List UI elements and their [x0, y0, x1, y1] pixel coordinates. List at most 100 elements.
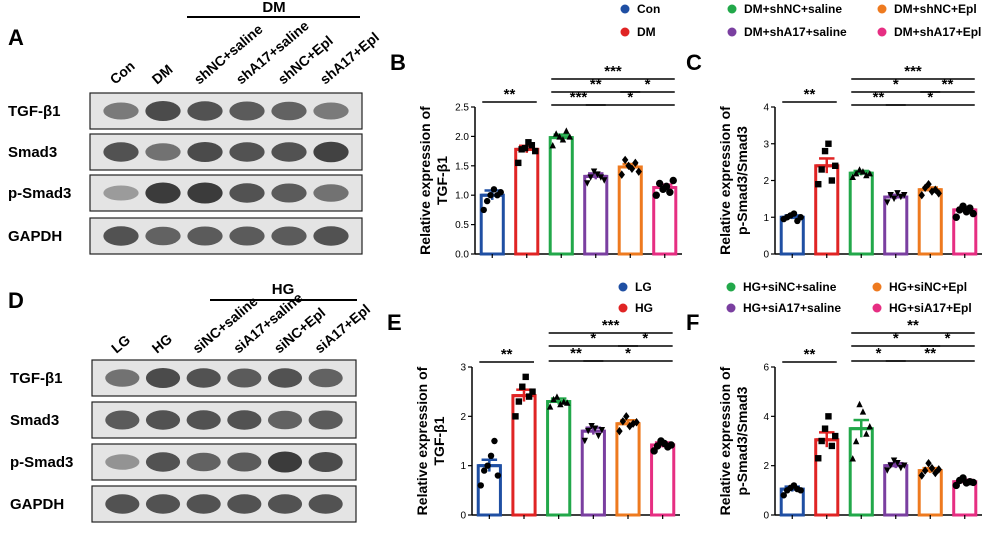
data-point	[825, 140, 832, 147]
blot-band	[186, 494, 221, 514]
data-point	[928, 463, 936, 473]
significance-label: **	[942, 76, 954, 93]
data-point	[601, 177, 608, 184]
blot-band	[267, 494, 303, 514]
data-point	[621, 155, 629, 165]
lane-label: shA17+saline	[233, 17, 312, 87]
data-point	[901, 462, 908, 469]
data-point	[481, 467, 488, 474]
blot-band	[271, 101, 307, 121]
data-point	[859, 168, 867, 175]
significance-label: ***	[570, 89, 588, 106]
bar	[883, 464, 909, 517]
data-point	[628, 164, 636, 173]
data-point	[491, 437, 498, 445]
bar	[883, 195, 909, 256]
significance-label: *	[642, 330, 648, 347]
significance-label: *	[625, 345, 631, 362]
data-point	[635, 167, 642, 176]
blot-band	[308, 494, 343, 514]
significance-label: **	[804, 346, 816, 363]
data-point	[887, 462, 894, 469]
y-tick-label: 0	[460, 511, 466, 522]
data-point	[597, 174, 605, 181]
data-point	[969, 209, 977, 218]
panel-c-chart: C Relative expression of p-Smad3/Smad3 0 1 2 3…	[686, 50, 982, 261]
data-point	[619, 417, 627, 426]
panel-a-row-labels: TGF-β1 Smad3 p-Smad3 GAPDH	[8, 103, 71, 245]
blot-band	[227, 368, 262, 388]
blot-band	[313, 226, 349, 246]
significance-label: **	[804, 86, 816, 103]
blot-band	[105, 454, 140, 470]
data-point	[557, 400, 564, 408]
blot-band	[145, 143, 181, 161]
y-axis-label: Relative expression of	[717, 106, 733, 255]
data-point	[552, 130, 560, 137]
data-point	[884, 199, 891, 206]
data-point	[780, 492, 787, 499]
legend-marker	[620, 4, 630, 14]
blot-band	[103, 142, 139, 162]
data-point	[618, 170, 625, 179]
data-point	[935, 465, 942, 474]
data-point	[815, 455, 822, 462]
bar	[580, 429, 606, 517]
panel-d-western-blot: D HG LG HG siNC+salinesiA17+salinesiNC+Epl…	[8, 281, 373, 523]
data-point	[849, 173, 856, 181]
legend-entry: DM+shNC+saline	[744, 2, 842, 16]
panel-d-row-labels: TGF-β1 Smad3 p-Smad3 GAPDH	[10, 370, 73, 513]
y-axis-label: Relative expression of	[717, 366, 733, 515]
y-tick-label: 3	[763, 139, 769, 150]
blot-band	[313, 141, 349, 163]
data-point	[525, 393, 533, 400]
blot-band	[186, 368, 221, 388]
significance-label: *	[893, 330, 899, 347]
y-tick-label: 1.5	[455, 161, 469, 172]
significance-label: **	[873, 89, 885, 106]
data-point	[529, 388, 536, 395]
data-point	[863, 430, 870, 437]
data-point	[519, 383, 526, 390]
data-point	[655, 179, 664, 188]
data-point	[549, 142, 556, 149]
data-point	[890, 457, 898, 464]
lane-label: HG	[149, 330, 175, 356]
data-point	[518, 146, 525, 153]
data-point	[595, 432, 602, 440]
blot-band	[308, 410, 343, 430]
data-point	[666, 188, 674, 196]
blot-band	[229, 142, 265, 162]
data-point	[652, 191, 660, 199]
blot-band	[187, 101, 223, 121]
panel-d-group-label: HG	[272, 281, 295, 298]
data-point	[918, 191, 925, 200]
data-point	[863, 171, 870, 179]
data-point	[828, 177, 836, 184]
legend-entry: HG	[635, 301, 653, 315]
significance-label: *	[590, 330, 596, 347]
bar	[479, 193, 505, 256]
significance-label: ***	[904, 63, 922, 80]
data-point	[522, 373, 529, 381]
data-point	[921, 466, 929, 475]
y-tick-label: 4	[763, 103, 769, 114]
data-point	[925, 459, 932, 468]
blot-band	[145, 410, 181, 430]
significance-label: **	[504, 86, 516, 103]
legend-marker	[727, 4, 737, 14]
panel-letter: E	[387, 310, 402, 335]
significance-label: ***	[602, 317, 620, 334]
blot-band	[267, 368, 303, 388]
legend-marker	[620, 27, 630, 37]
legend-entry: LG	[635, 280, 652, 294]
blot-band	[267, 451, 303, 473]
legend-entry: DM	[637, 25, 656, 39]
y-tick-label: 2.0	[455, 132, 469, 143]
blot-band	[103, 185, 139, 201]
lane-label: Con	[107, 58, 138, 88]
blot-band	[105, 410, 140, 430]
data-point	[487, 192, 494, 199]
blot-row-label: p-Smad3	[10, 454, 73, 471]
